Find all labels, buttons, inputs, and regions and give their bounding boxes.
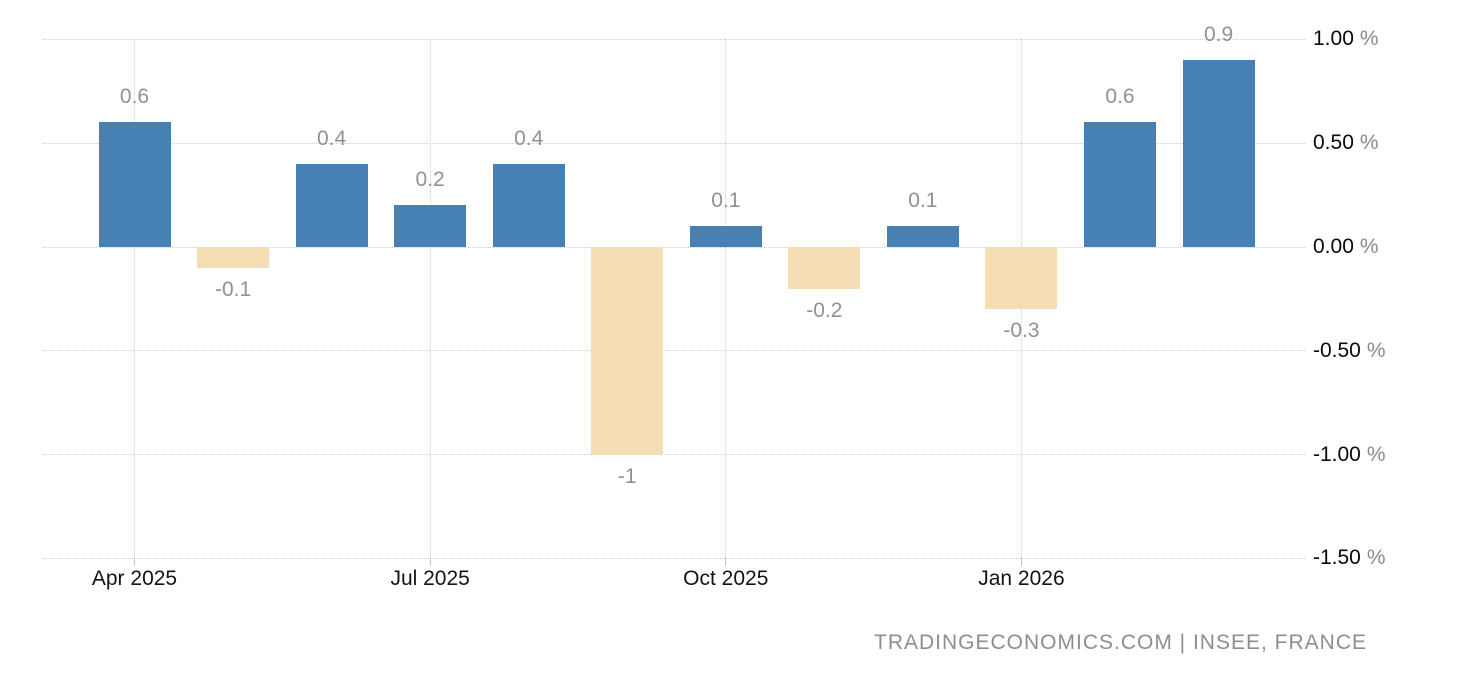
bar-value-label: -0.3 <box>1003 319 1040 343</box>
bar[interactable] <box>788 247 861 289</box>
y-tick-unit: % <box>1359 235 1379 258</box>
bar-value-label: 0.2 <box>415 168 445 192</box>
y-axis-tick-label: 0.50% <box>1313 130 1433 156</box>
y-tick-value: -1.00 <box>1313 442 1361 466</box>
bar[interactable] <box>394 205 467 247</box>
bar[interactable] <box>295 163 368 247</box>
bar-value-label: 0.1 <box>908 189 938 213</box>
x-axis-tick <box>1020 558 1022 567</box>
y-tick-value: -0.50 <box>1313 338 1361 362</box>
gridline-horizontal <box>43 454 1305 456</box>
gridline-vertical <box>725 39 727 559</box>
gridline-horizontal <box>43 142 1305 144</box>
y-axis-tick-label: -1.00% <box>1313 442 1433 468</box>
y-axis-tick-label: 1.00% <box>1313 26 1433 52</box>
attribution-text: TRADINGECONOMICS.COM | INSEE, FRANCE <box>874 631 1367 654</box>
bar-value-label: 0.1 <box>711 189 741 213</box>
bar[interactable] <box>98 122 171 247</box>
y-tick-unit: % <box>1366 546 1386 570</box>
y-axis-tick-label: -1.50% <box>1313 545 1433 571</box>
gridline-vertical <box>429 39 431 559</box>
bar-value-label: 0.9 <box>1203 23 1234 47</box>
bar[interactable] <box>591 247 664 455</box>
bar-value-label: -0.2 <box>806 298 843 322</box>
x-axis-tick <box>429 558 431 567</box>
bar[interactable] <box>886 226 959 247</box>
x-axis-tick-label: Apr 2025 <box>91 567 178 590</box>
gridline-horizontal <box>43 350 1305 352</box>
y-tick-value: 0.50 <box>1313 131 1354 155</box>
bar-value-label: -0.1 <box>214 277 252 301</box>
y-axis-tick-label: -0.50% <box>1313 338 1433 364</box>
bar[interactable] <box>492 163 565 247</box>
y-tick-unit: % <box>1359 27 1379 51</box>
x-axis-tick-label: Jan 2026 <box>978 567 1065 590</box>
bar-value-label: -1 <box>617 464 637 488</box>
x-axis-tick <box>134 558 135 567</box>
gridline-horizontal <box>43 38 1305 40</box>
y-axis-tick-label: 0.00% <box>1313 234 1433 260</box>
bar[interactable] <box>689 226 762 247</box>
bar[interactable] <box>1084 122 1156 247</box>
bar[interactable] <box>197 247 270 268</box>
y-tick-value: 1.00 <box>1313 27 1354 51</box>
gridline-vertical <box>134 39 135 559</box>
gridline-horizontal <box>43 557 1305 559</box>
x-axis-tick-label: Jul 2025 <box>390 567 470 590</box>
gridline-horizontal <box>43 246 1305 248</box>
x-axis-tick <box>725 558 727 567</box>
bar[interactable] <box>985 247 1058 310</box>
bar-value-label: 0.4 <box>316 126 347 150</box>
bar[interactable] <box>1182 60 1255 247</box>
y-tick-unit: % <box>1359 131 1379 155</box>
bar-value-label: 0.4 <box>514 126 544 150</box>
y-tick-value: 0.00 <box>1313 235 1354 258</box>
x-axis-tick-label: Oct 2025 <box>683 567 769 590</box>
bar-value-label: 0.6 <box>1105 85 1135 109</box>
y-tick-value: -1.50 <box>1313 546 1361 570</box>
y-tick-unit: % <box>1366 442 1386 466</box>
y-tick-unit: % <box>1366 338 1386 362</box>
bar-value-label: 0.6 <box>119 85 150 109</box>
